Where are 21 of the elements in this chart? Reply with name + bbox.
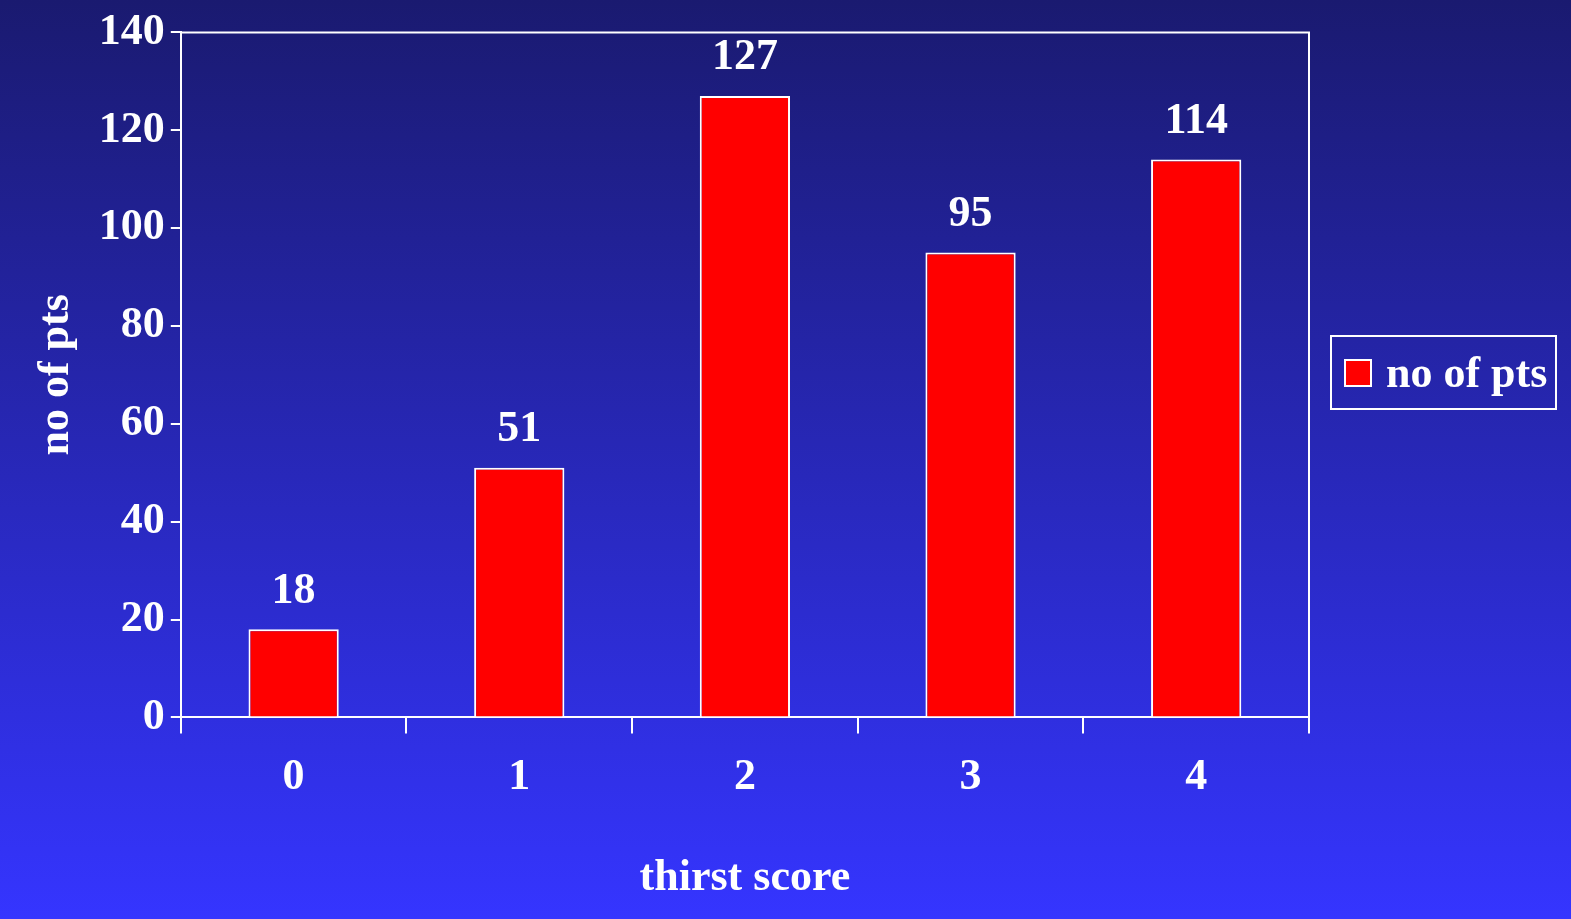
y-tick-label: 40: [120, 494, 165, 544]
data-label: 18: [271, 563, 316, 613]
text: no of pts: [1386, 347, 1548, 398]
x-tick-label: 1: [508, 750, 531, 800]
x-tick-label: 0: [282, 750, 305, 800]
data-label: 114: [1164, 93, 1228, 143]
x-tick-label: 4: [1185, 750, 1208, 800]
x-tick-label: 3: [959, 750, 982, 800]
data-label: 51: [497, 402, 542, 452]
y-tick-label: 80: [120, 298, 165, 348]
y-tick-label: 60: [120, 396, 165, 446]
y-tick-label: 100: [98, 200, 165, 250]
x-tick-label: 2: [733, 750, 756, 800]
y-tick-label: 20: [120, 591, 165, 641]
y-tick-label: 120: [98, 102, 165, 152]
x-axis-title: thirst score: [639, 850, 851, 900]
data-label: 95: [948, 186, 993, 236]
y-tick-label: 0: [142, 689, 165, 739]
y-axis-title: no of pts: [28, 294, 78, 456]
data-label: 127: [711, 30, 778, 80]
y-tick-label: 140: [98, 4, 165, 54]
